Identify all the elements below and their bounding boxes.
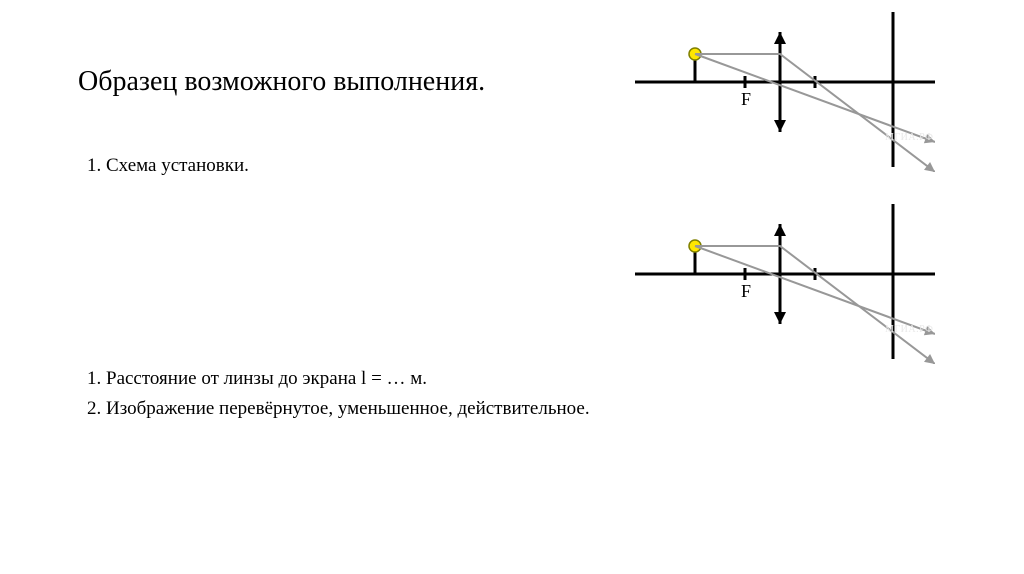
lens-diagram-2: F	[635, 204, 935, 369]
lens-diagram-1: F	[635, 12, 935, 177]
list-results: Расстояние от линзы до экрана l = … м. И…	[78, 368, 590, 428]
list-setup: Схема установки.	[78, 155, 249, 177]
svg-text:F: F	[741, 89, 751, 109]
page-title: Образец возможного выполнения.	[78, 66, 485, 98]
list-item: Расстояние от линзы до экрана l = … м.	[106, 368, 590, 390]
list-item: Изображение перевёрнутое, уменьшенное, д…	[106, 398, 590, 420]
watermark: МГИА.РФ	[885, 324, 933, 335]
svg-text:F: F	[741, 281, 751, 301]
watermark: МГИА.РФ	[885, 132, 933, 143]
list-item: Схема установки.	[106, 155, 249, 177]
